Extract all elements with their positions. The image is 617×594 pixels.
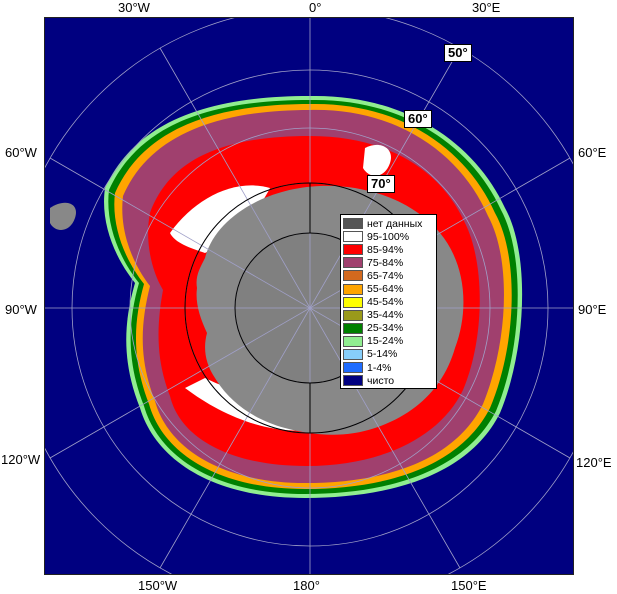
ice-95-100-east (363, 144, 391, 176)
lon-label-top-30e: 30°E (472, 0, 501, 15)
legend-item: нет данных (343, 217, 434, 230)
legend-swatch (343, 322, 363, 334)
legend-swatch (343, 257, 363, 269)
legend-label: 25-34% (367, 322, 404, 335)
legend-item: чисто (343, 374, 434, 387)
legend-swatch (343, 296, 363, 308)
meridian-60e-120w (49, 157, 571, 459)
legend-label: 85-94% (367, 243, 404, 256)
lon-label-right-120e: 120°E (576, 455, 612, 470)
lon-label-top-30w: 30°W (118, 0, 150, 15)
legend-item: 75-84% (343, 256, 434, 269)
legend-label: чисто (367, 374, 395, 387)
south-america-islands (50, 202, 76, 230)
legend-item: 65-74% (343, 269, 434, 282)
legend-swatch (343, 283, 363, 295)
legend-item: 45-54% (343, 296, 434, 309)
islands-west (50, 202, 76, 230)
lon-label-bottom-150w: 150°W (138, 578, 178, 593)
legend-item: 35-44% (343, 309, 434, 322)
legend-swatch (343, 362, 363, 374)
legend-item: 95-100% (343, 230, 434, 243)
legend-item: 15-24% (343, 335, 434, 348)
legend-label: 45-54% (367, 296, 404, 309)
map-canvas (45, 18, 573, 574)
lon-label-top-0: 0° (309, 0, 322, 15)
ice-95-100-weddell (170, 185, 270, 253)
legend-item: 85-94% (343, 243, 434, 256)
lat-label-50: 50° (444, 44, 472, 62)
legend-label: нет данных (367, 217, 423, 230)
legend-label: 65-74% (367, 269, 404, 282)
lat-label-70: 70° (367, 175, 395, 193)
legend-swatch (343, 348, 363, 360)
legend-label: 1-4% (367, 361, 392, 374)
legend-label: 95-100% (367, 230, 410, 243)
legend-label: 35-44% (367, 309, 404, 322)
legend-label: 55-64% (367, 283, 404, 296)
legend-label: 15-24% (367, 335, 404, 348)
legend-swatch (343, 244, 363, 256)
legend-swatch (343, 231, 363, 243)
lon-label-right-90e: 90°E (578, 302, 607, 317)
lon-label-left-60w: 60°W (5, 145, 37, 160)
lon-label-bottom-180: 180° (293, 578, 320, 593)
polar-map (44, 17, 574, 575)
legend-swatch (343, 270, 363, 282)
legend-swatch (343, 218, 363, 230)
legend-item: 25-34% (343, 322, 434, 335)
legend-item: 55-64% (343, 282, 434, 295)
legend-swatch (343, 335, 363, 347)
lon-label-right-60e: 60°E (578, 145, 607, 160)
graticule (45, 18, 573, 574)
legend-swatch (343, 375, 363, 387)
legend: нет данных 95-100% 85-94% 75-84% 65-74% 55-64… (340, 214, 437, 390)
lat-label-60: 60° (404, 110, 432, 128)
legend-label: 5-14% (367, 348, 398, 361)
legend-swatch (343, 309, 363, 321)
lon-label-bottom-150e: 150°E (451, 578, 487, 593)
lon-label-left-90w: 90°W (5, 302, 37, 317)
legend-label: 75-84% (367, 256, 404, 269)
legend-item: 5-14% (343, 348, 434, 361)
lon-label-left-120w: 120°W (1, 452, 41, 467)
legend-item: 1-4% (343, 361, 434, 374)
